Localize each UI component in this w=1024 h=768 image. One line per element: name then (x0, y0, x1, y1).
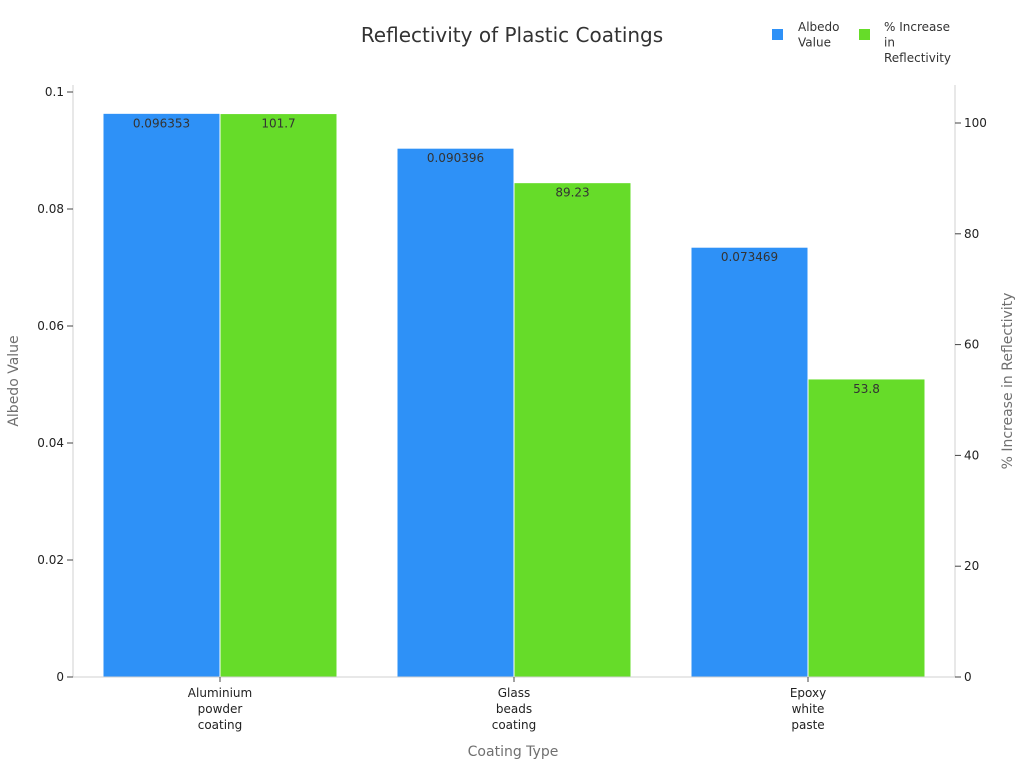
left-tick-label: 0.1 (45, 85, 64, 99)
bar-value-label: 101.7 (261, 117, 295, 131)
right-tick-label: 100 (964, 116, 987, 130)
left-tick-label: 0.02 (37, 553, 64, 567)
left-axis: 0 0.02 0.04 0.06 0.08 0.1 (37, 85, 74, 684)
right-tick-label: 60 (964, 338, 979, 352)
x-tick-label: Epoxy white paste (790, 686, 826, 732)
y-axis-title: Albedo Value (6, 335, 22, 426)
legend-label: % Increase in Reflectivity (884, 20, 951, 65)
legend-swatch (772, 29, 783, 40)
right-tick-label: 0 (964, 670, 972, 684)
left-tick-label: 0.04 (37, 436, 64, 450)
x-tick-label: Glass beads coating (492, 686, 537, 732)
x-axis: Aluminium powder coating Glass beads coating E… (73, 676, 955, 732)
right-tick-label: 40 (964, 448, 979, 462)
bar-value-label: 0.073469 (721, 250, 778, 264)
bar-value-label: 53.8 (853, 382, 880, 396)
bar (513, 182, 632, 678)
x-axis-title: Coating Type (468, 744, 559, 760)
bar (396, 147, 515, 678)
legend: Albedo Value % Increase in Reflectivity (772, 20, 951, 65)
right-axis: 0 20 40 60 80 100 (954, 85, 987, 684)
bar (102, 112, 221, 678)
left-tick-label: 0.08 (37, 202, 64, 216)
y2-axis-title: % Increase in Reflectivity (1000, 293, 1016, 470)
bar (690, 246, 809, 678)
legend-label: Albedo Value (798, 20, 840, 50)
right-tick-label: 80 (964, 227, 979, 241)
left-tick-label: 0 (56, 670, 64, 684)
left-tick-label: 0.06 (37, 319, 64, 333)
legend-swatch (859, 29, 870, 40)
bar-value-label: 89.23 (555, 186, 589, 200)
chart-title: Reflectivity of Plastic Coatings (361, 23, 663, 47)
right-tick-label: 20 (964, 559, 979, 573)
bar (219, 113, 338, 678)
x-tick-label: Aluminium powder coating (188, 686, 252, 732)
bar (807, 378, 926, 678)
bars: 0.096353 101.7 0.090396 89.23 0.073469 53.8 (102, 112, 926, 678)
bar-value-label: 0.090396 (427, 151, 484, 165)
bar-value-label: 0.096353 (133, 116, 190, 130)
